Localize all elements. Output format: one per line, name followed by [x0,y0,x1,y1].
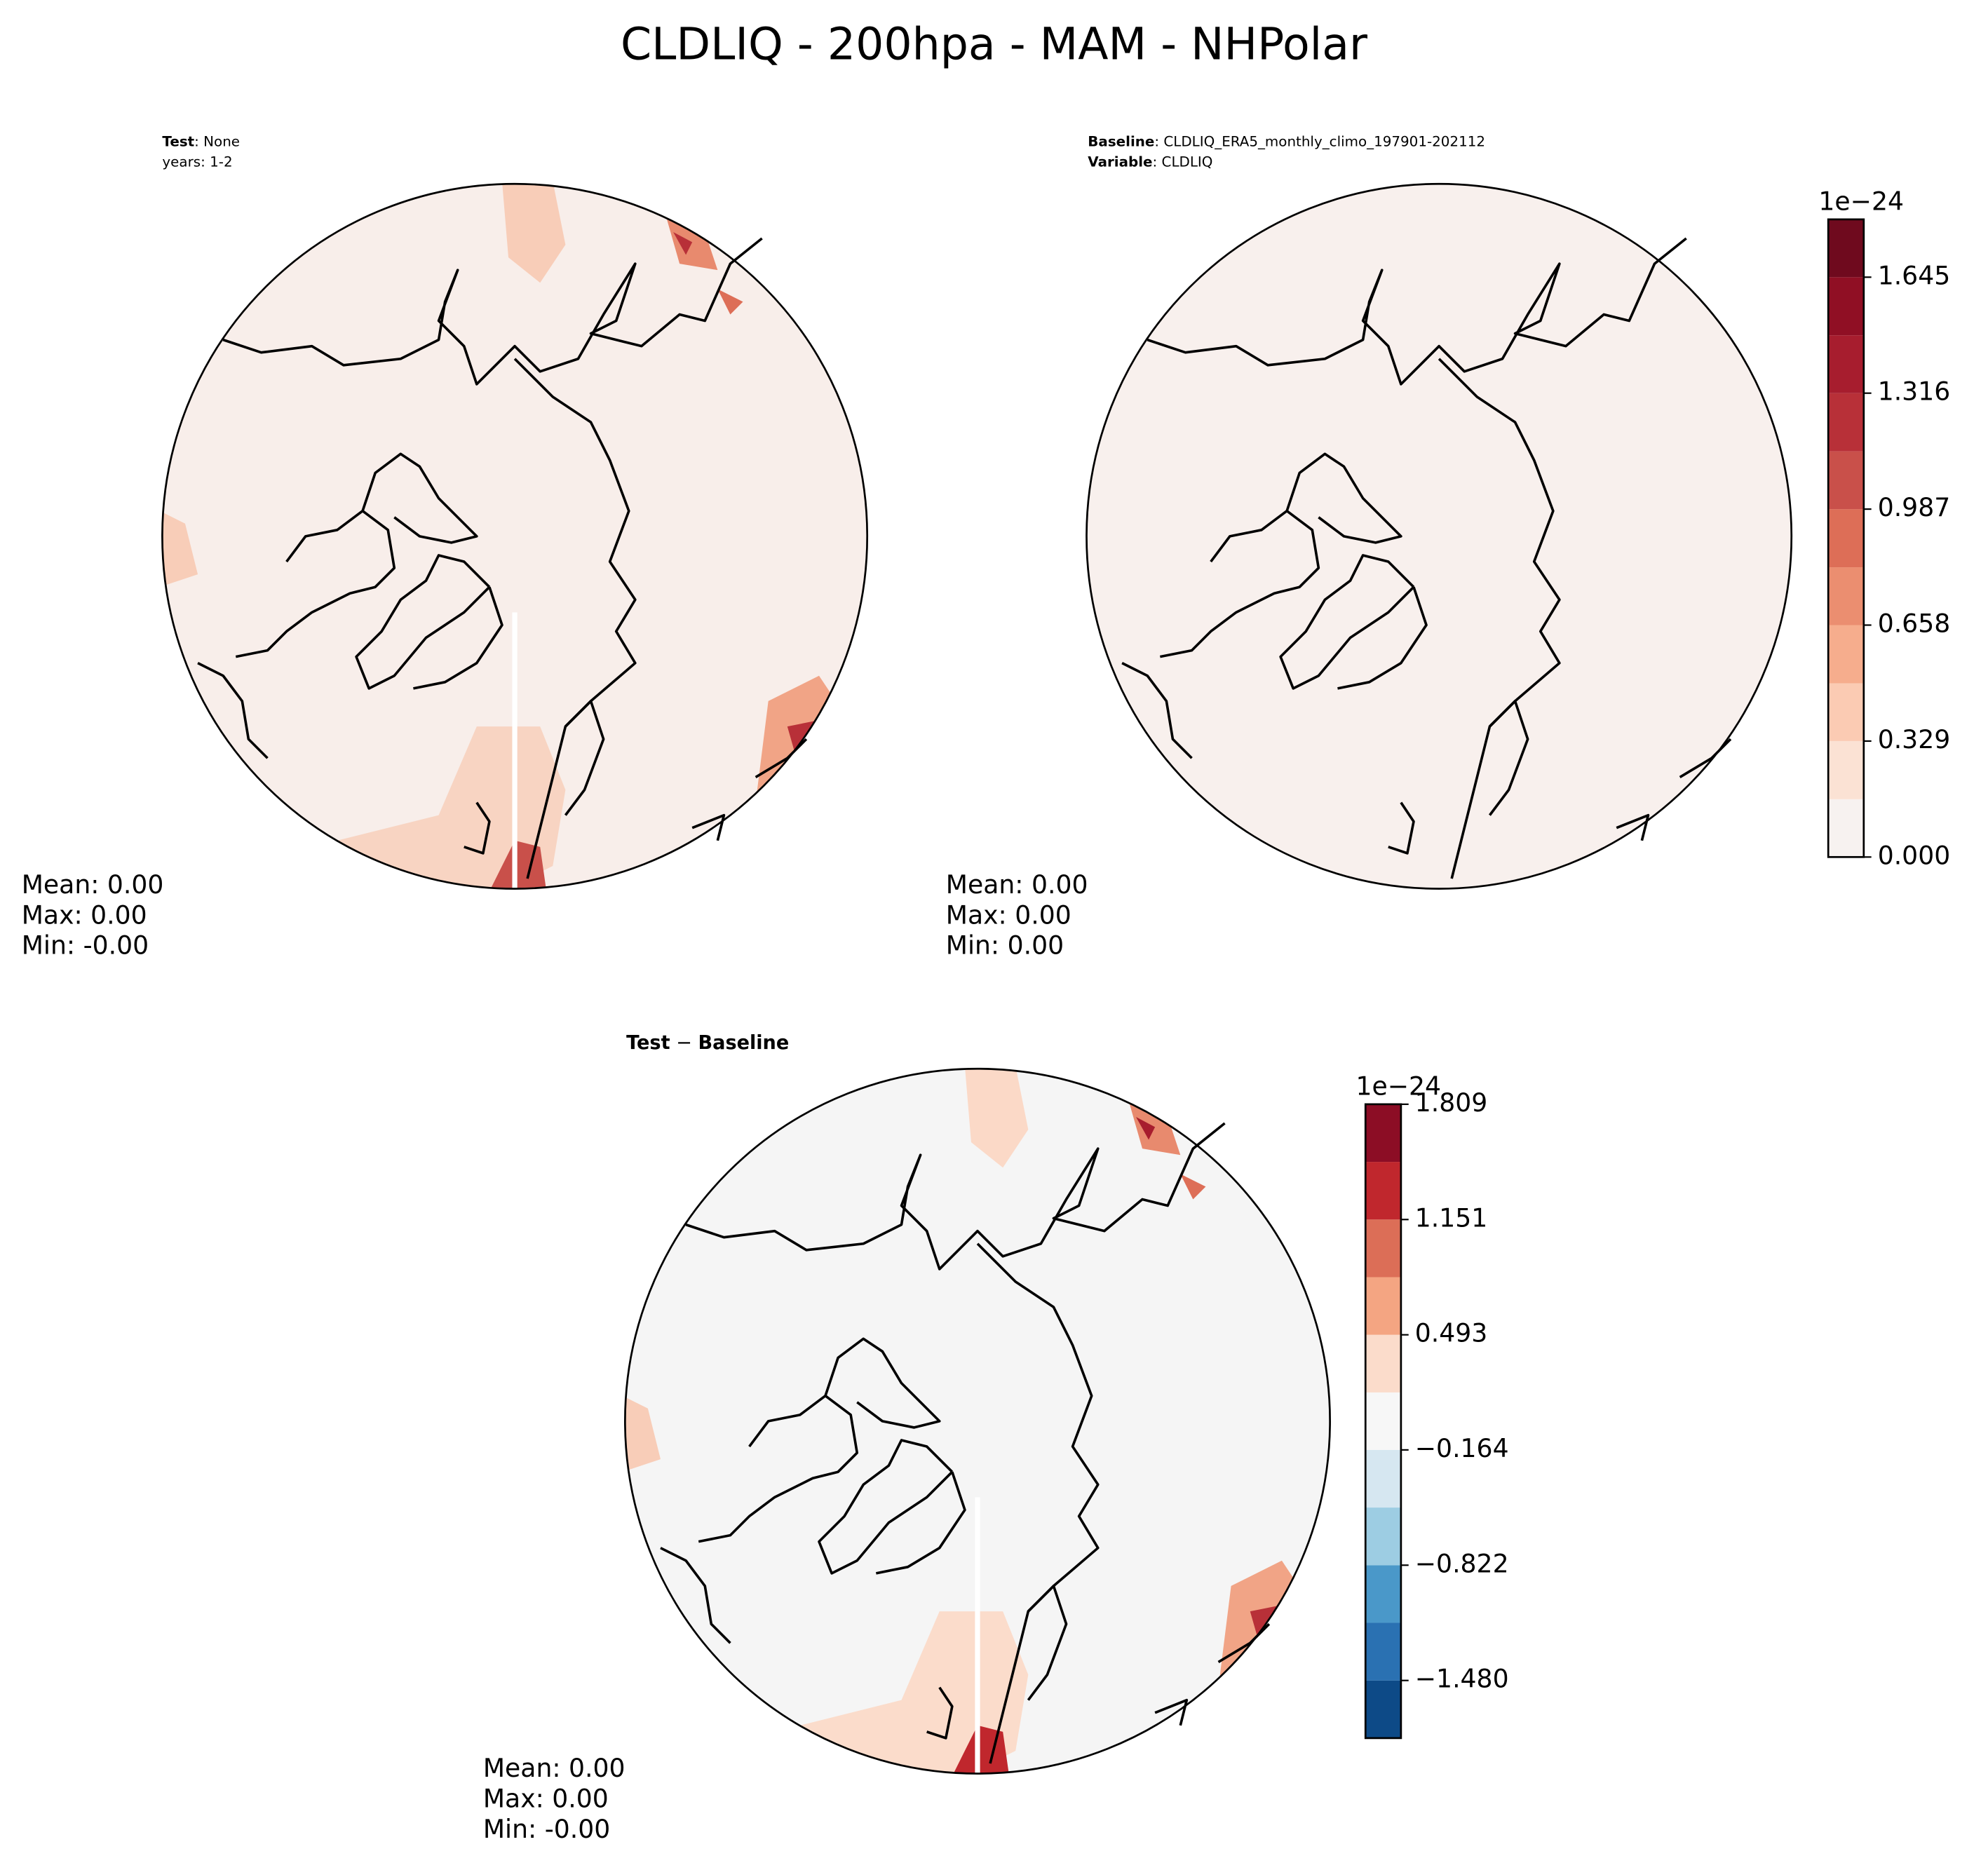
colorbar-tick-label: 0.000 [1878,840,1951,870]
header-key: Baseline [698,1032,789,1054]
colorbar-tick-label: −0.164 [1415,1433,1509,1463]
panel-header: Variable: CLDLIQ [1088,154,1212,170]
stat-line: Min: -0.00 [22,930,149,961]
map-test [161,182,869,890]
colorbar-tick-label: 1.316 [1878,377,1951,407]
map-baseline [1086,182,1793,890]
colorbar-band [1828,509,1864,568]
colorbar-band [1365,1565,1401,1623]
colorbar-tick-label: 1.809 [1415,1088,1488,1118]
stat-line: Mean: 0.00 [22,869,164,900]
colorbar-exponent: 1e−24 [1818,186,1904,216]
panel-header: years: 1-2 [162,154,232,170]
colorbar-tick-label: 1.151 [1415,1202,1488,1233]
header-text: − [670,1032,698,1054]
stat-line: Min: 0.00 [946,930,1064,961]
stat-line: Max: 0.00 [946,900,1071,930]
header-key: Test [162,133,194,149]
colorbar-band [1828,277,1864,336]
colorbar-band [1365,1104,1401,1163]
header-text: : None [194,133,240,149]
panel-header: Baseline: CLDLIQ_ERA5_monthly_climo_1979… [1088,133,1485,149]
header-text: : CLDLIQ_ERA5_monthly_climo_197901-20211… [1154,133,1485,149]
colorbar-band [1365,1449,1401,1508]
panel-header: Test − Baseline [626,1032,789,1054]
colorbar-band [1828,451,1864,510]
header-key: Baseline [1088,133,1154,149]
colorbar-band [1828,799,1864,858]
colorbar-band [1828,625,1864,684]
colorbar-band [1828,683,1864,741]
colorbar-tick-label: −0.822 [1415,1548,1509,1578]
header-text: : CLDLIQ [1153,154,1213,170]
colorbar-band [1365,1680,1401,1738]
colorbar-exponent: 1e−24 [1355,1071,1441,1101]
panel-header: Test: None [162,133,240,149]
colorbar-band [1365,1219,1401,1278]
colorbar-tick-label: 0.329 [1878,724,1951,754]
stat-line: Max: 0.00 [483,1783,609,1813]
stat-line: Min: -0.00 [483,1814,610,1844]
stat-line: Mean: 0.00 [483,1753,626,1783]
colorbar-tick-label: 1.645 [1878,260,1951,290]
colorbar-band [1365,1507,1401,1566]
colorbar-tick-label: 0.987 [1878,492,1951,522]
stat-line: Max: 0.00 [22,900,147,930]
colorbar-frame [1364,1103,1402,1740]
stat-line: Mean: 0.00 [946,869,1088,900]
colorbar-band [1365,1162,1401,1220]
colorbar-tick-label: 0.493 [1415,1318,1488,1348]
colorbar-band [1828,393,1864,452]
colorbar-band [1828,567,1864,625]
colorbar-band [1828,219,1864,278]
figure-title: CLDLIQ - 200hpa - MAM - NHPolar [621,18,1368,70]
colorbar-band [1828,335,1864,393]
colorbar-frame [1827,218,1865,858]
colorbar-band [1828,740,1864,799]
colorbar-band [1365,1334,1401,1393]
colorbar-band [1365,1622,1401,1681]
colorbar-band [1365,1277,1401,1335]
map-disc [625,1069,1330,1774]
map-disc [162,184,867,889]
map-difference [624,1067,1331,1775]
colorbar-band [1365,1392,1401,1450]
colorbar-tick-label: −1.480 [1415,1664,1509,1694]
colorbar-tick-label: 0.658 [1878,609,1951,639]
header-text: years: 1-2 [162,154,232,170]
header-key: Variable [1088,154,1152,170]
header-key: Test [626,1032,670,1054]
map-disc [1086,184,1792,889]
